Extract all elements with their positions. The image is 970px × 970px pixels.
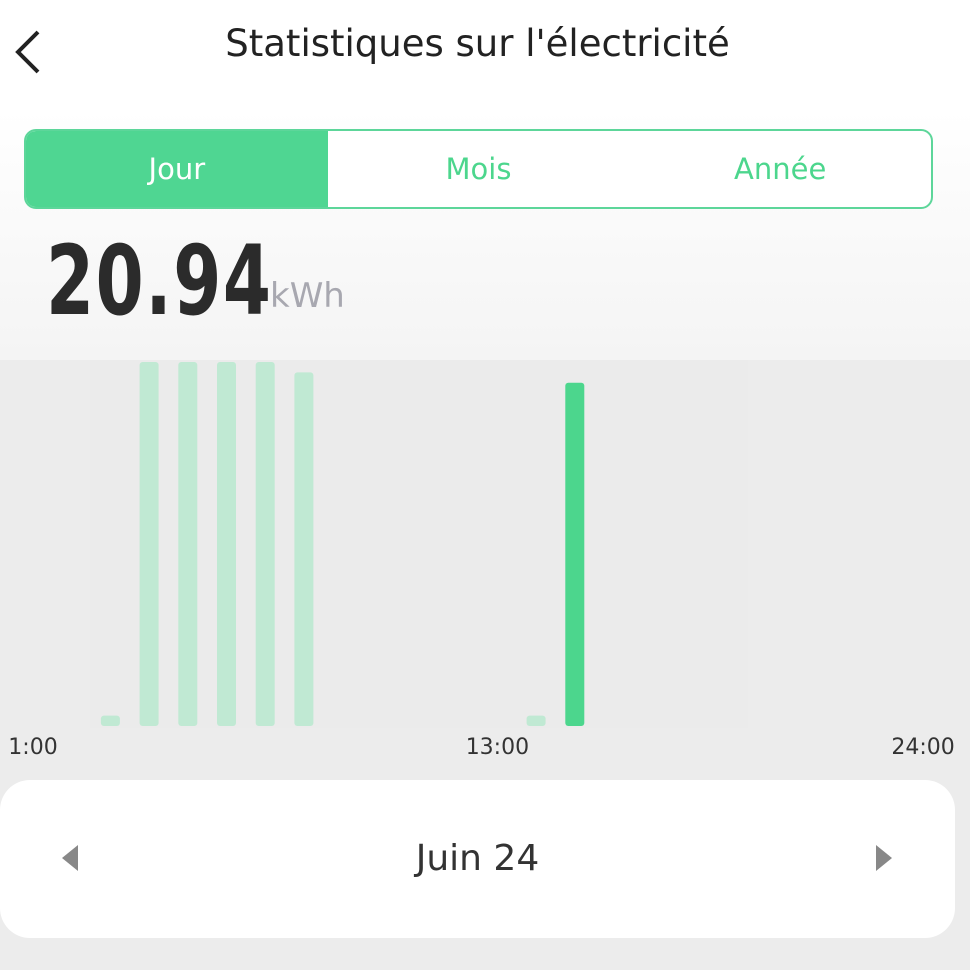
bar <box>526 715 546 726</box>
tab[interactable]: Année <box>734 152 827 186</box>
x-tick-label: 13:00 <box>466 735 529 760</box>
bar <box>255 362 275 726</box>
next-button[interactable] <box>874 843 894 873</box>
x-tick-label: 1:00 <box>8 735 57 760</box>
bar <box>100 715 120 726</box>
page-title: Statistiques sur l'électricité <box>225 22 730 65</box>
bar <box>565 382 585 726</box>
plot-area <box>90 360 748 728</box>
tab[interactable]: Mois <box>445 152 512 186</box>
date-card <box>0 780 955 938</box>
tab-bar: Jour Mois Année <box>24 129 933 209</box>
x-tick-label: 24:00 <box>891 735 954 760</box>
bar <box>139 362 159 726</box>
total-value: 20.94 <box>46 225 273 337</box>
bar <box>294 372 314 726</box>
bar <box>217 362 236 726</box>
prev-button[interactable] <box>60 843 80 873</box>
date-label: Juin 24 <box>415 838 540 879</box>
bar <box>178 362 198 726</box>
chart: 1:00 13:00 24:00 <box>8 360 955 760</box>
tab[interactable]: Jour <box>26 131 328 207</box>
total-unit: kWh <box>270 276 345 316</box>
back-button[interactable] <box>12 28 46 76</box>
